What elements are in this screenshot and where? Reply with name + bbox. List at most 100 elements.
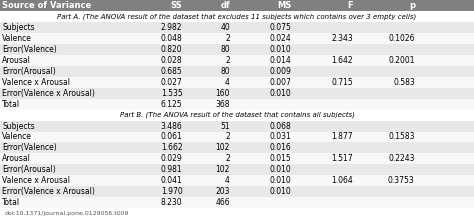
Text: Valence: Valence [2,132,32,141]
Text: 0.2001: 0.2001 [388,56,415,65]
Text: 0.2243: 0.2243 [388,154,415,163]
Text: 0.010: 0.010 [270,45,292,54]
Text: 0.010: 0.010 [270,89,292,98]
Text: 102: 102 [216,143,230,152]
Text: Error(Arousal): Error(Arousal) [2,165,56,174]
Text: 2: 2 [225,56,230,65]
Text: Subjects: Subjects [2,23,35,32]
Text: Arousal: Arousal [2,56,31,65]
Text: 1.662: 1.662 [161,143,182,152]
Text: 2: 2 [225,132,230,141]
Text: Total: Total [2,100,20,109]
Bar [0,175,474,186]
Text: 2: 2 [225,34,230,43]
Text: 0.048: 0.048 [161,34,182,43]
Text: 1.642: 1.642 [331,56,353,65]
Bar [0,0,474,11]
Text: doi:10.1371/journal.pone.0129056.t009: doi:10.1371/journal.pone.0129056.t009 [5,211,129,216]
Bar [0,55,474,66]
Bar [0,121,474,132]
Text: 4: 4 [225,78,230,87]
Bar [0,22,474,33]
Text: 0.015: 0.015 [270,154,292,163]
Text: 0.028: 0.028 [161,56,182,65]
Bar [0,33,474,44]
Text: MS: MS [277,1,292,10]
Bar [0,164,474,175]
Text: 0.1026: 0.1026 [388,34,415,43]
Text: 0.009: 0.009 [270,67,292,76]
Bar [0,11,474,22]
Text: 0.016: 0.016 [270,143,292,152]
Text: 0.820: 0.820 [161,45,182,54]
Text: 6.125: 6.125 [161,100,182,109]
Text: 466: 466 [215,198,230,207]
Text: Total: Total [2,198,20,207]
Bar [0,132,474,142]
Text: Source of Variance: Source of Variance [2,1,91,10]
Bar [0,142,474,153]
Bar [0,44,474,55]
Text: 0.024: 0.024 [270,34,292,43]
Text: Part B. (The ANOVA result of the dataset that contains all subjects): Part B. (The ANOVA result of the dataset… [119,112,355,118]
Text: 0.010: 0.010 [270,165,292,174]
Text: 40: 40 [220,23,230,32]
Text: Valence: Valence [2,34,32,43]
Text: 1.877: 1.877 [331,132,353,141]
Text: 0.010: 0.010 [270,176,292,185]
Text: Error(Valence x Arousal): Error(Valence x Arousal) [2,89,95,98]
Text: 3.486: 3.486 [161,122,182,131]
Text: 203: 203 [215,187,230,196]
Text: Error(Valence): Error(Valence) [2,45,57,54]
Text: 80: 80 [220,45,230,54]
Text: 0.041: 0.041 [161,176,182,185]
Text: Error(Arousal): Error(Arousal) [2,67,56,76]
Text: F: F [347,1,353,10]
Text: 0.1583: 0.1583 [388,132,415,141]
Text: 1.535: 1.535 [161,89,182,98]
Text: 0.014: 0.014 [270,56,292,65]
Text: 0.007: 0.007 [270,78,292,87]
Text: 0.061: 0.061 [161,132,182,141]
Text: 102: 102 [216,165,230,174]
Bar [0,77,474,88]
Text: Valence x Arousal: Valence x Arousal [2,176,70,185]
Text: 0.3753: 0.3753 [388,176,415,185]
Bar [0,153,474,164]
Text: 0.031: 0.031 [270,132,292,141]
Text: 0.075: 0.075 [270,23,292,32]
Bar [0,208,474,219]
Text: 2: 2 [225,154,230,163]
Text: 0.685: 0.685 [161,67,182,76]
Text: 0.068: 0.068 [270,122,292,131]
Bar [0,186,474,197]
Text: 160: 160 [215,89,230,98]
Text: 1.970: 1.970 [161,187,182,196]
Bar [0,110,474,121]
Text: 8.230: 8.230 [161,198,182,207]
Text: 0.027: 0.027 [161,78,182,87]
Text: p: p [409,1,415,10]
Text: Error(Valence): Error(Valence) [2,143,57,152]
Text: 51: 51 [220,122,230,131]
Bar [0,66,474,77]
Text: 2.982: 2.982 [161,23,182,32]
Text: 0.010: 0.010 [270,187,292,196]
Text: 368: 368 [215,100,230,109]
Text: 0.029: 0.029 [161,154,182,163]
Bar [0,197,474,208]
Bar [0,99,474,110]
Text: 1.517: 1.517 [331,154,353,163]
Text: SS: SS [171,1,182,10]
Text: Subjects: Subjects [2,122,35,131]
Text: 0.583: 0.583 [393,78,415,87]
Text: 4: 4 [225,176,230,185]
Text: 2.343: 2.343 [331,34,353,43]
Text: 0.981: 0.981 [161,165,182,174]
Text: 1.064: 1.064 [331,176,353,185]
Text: 80: 80 [220,67,230,76]
Text: df: df [220,1,230,10]
Text: 0.715: 0.715 [331,78,353,87]
Text: Valence x Arousal: Valence x Arousal [2,78,70,87]
Text: Error(Valence x Arousal): Error(Valence x Arousal) [2,187,95,196]
